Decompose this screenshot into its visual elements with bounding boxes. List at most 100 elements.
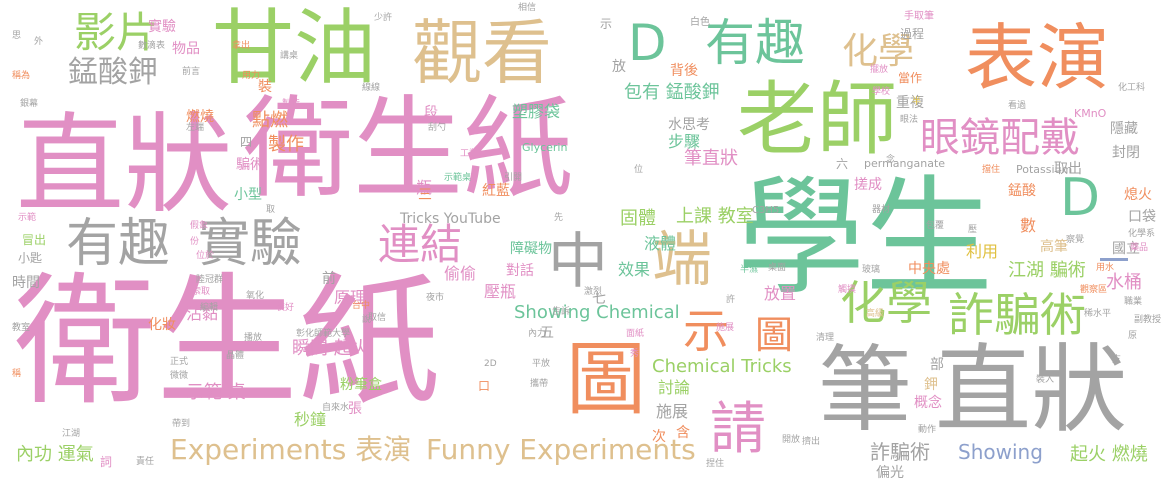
word: 內力 <box>528 329 547 339</box>
word: 含 <box>676 425 690 441</box>
word: 相信 <box>518 3 537 13</box>
word: 示範 桌 <box>186 382 246 403</box>
word: 教室 <box>12 323 31 333</box>
word: 放置 <box>764 284 797 303</box>
word: 編輯 <box>200 303 219 313</box>
word: 施展 <box>656 402 689 421</box>
word: permanganate <box>864 157 946 170</box>
word: 衛生紙 <box>243 85 573 213</box>
word: 步驟 <box>668 132 701 151</box>
word: 障礙物 <box>510 241 552 257</box>
word: 平放 <box>532 359 551 369</box>
word: 圖 <box>755 313 794 357</box>
word: 上課 教室 <box>676 206 754 227</box>
word: 原理 <box>334 288 367 307</box>
word: 取信 <box>368 313 387 323</box>
word: D <box>628 14 667 72</box>
word: 三 <box>418 187 432 203</box>
word: 背後 <box>670 63 698 79</box>
word: 詐騙術 <box>948 288 1086 342</box>
word: 放 <box>612 59 626 75</box>
word: 帶到 <box>172 419 191 429</box>
word: 化妝 <box>148 317 176 333</box>
word: 影片 <box>74 8 159 57</box>
word: 引開 <box>504 173 523 183</box>
word: 偏光 <box>876 465 904 481</box>
word: 眼鏡配戴 <box>920 115 1080 161</box>
word: 化學 <box>840 276 932 330</box>
word: 觀察區 <box>1080 285 1108 295</box>
word: 搓成 <box>854 177 882 193</box>
word: 左端 <box>186 123 205 133</box>
word: 責任 <box>136 457 155 467</box>
word: 擺放 <box>870 65 889 75</box>
word: 玻璃 <box>862 265 881 275</box>
word: 壓 <box>968 225 978 235</box>
word: 封閉 <box>1112 145 1140 161</box>
word: D <box>1060 168 1101 228</box>
word: 化工科 <box>1118 83 1146 93</box>
word: 直狀 <box>16 103 233 228</box>
word: 對話 <box>506 263 534 279</box>
word: 副教授 <box>1134 315 1162 325</box>
word: 外 <box>34 37 44 47</box>
word: 瞬間 起火 <box>292 338 370 359</box>
word: 化學 <box>842 31 915 72</box>
word: 液體 <box>644 234 677 253</box>
word: Glycerin <box>522 141 568 154</box>
word: 前 <box>322 271 336 287</box>
word: 效果 <box>618 260 651 279</box>
word: 彰化師範大學 <box>296 329 351 339</box>
word: 實驗 <box>198 214 303 274</box>
word: 實驗 <box>148 19 176 35</box>
word: 說 <box>362 315 372 325</box>
word: 重複 <box>896 95 924 111</box>
word: 衛生紙 <box>14 260 440 425</box>
word: 鉀 <box>924 377 938 393</box>
word: 國立 <box>1112 241 1140 257</box>
word: 塑膠袋 <box>512 102 561 121</box>
word: 講桌 <box>280 51 299 61</box>
word: 六 <box>836 157 849 171</box>
word: 水桶 <box>1106 272 1142 293</box>
word: 氧化 <box>246 291 265 301</box>
word: 五 <box>540 325 554 341</box>
word: 索取 <box>192 287 211 297</box>
word: 水思考 <box>668 117 710 133</box>
word: 學生 <box>737 164 994 313</box>
word: 老師 <box>737 73 897 166</box>
word: 段 <box>424 105 438 121</box>
word: 用力 <box>242 71 261 81</box>
word: 示 <box>683 304 729 358</box>
word: 示範 <box>18 213 37 223</box>
word: 裝好 <box>276 303 295 313</box>
word: Showing Chemical <box>514 302 680 323</box>
word: 有趣 <box>705 14 805 72</box>
word: 點燃 <box>252 110 288 131</box>
word: 觀看 <box>412 12 552 94</box>
word: 起火 燃燒 <box>1070 444 1148 465</box>
word: 數 <box>1020 216 1037 235</box>
word: 有趣 <box>66 214 171 274</box>
word: 連結 <box>378 220 463 269</box>
word: 瓶 <box>416 178 433 197</box>
word: 數滴表 <box>138 41 166 51</box>
word: 位 <box>634 165 644 175</box>
word: Funny Experiments <box>426 433 696 466</box>
word: 騙術 <box>236 157 264 173</box>
word: 熄火 <box>1124 187 1152 203</box>
word: 開放 <box>782 435 801 445</box>
word: 取出 <box>1054 161 1082 177</box>
word: 壓瓶 <box>484 282 517 301</box>
word: 捏住 <box>706 459 725 469</box>
word: Tricks YouTube <box>400 211 501 227</box>
word: 製造 <box>282 99 301 109</box>
word: 圖 <box>566 333 646 426</box>
word: 粉筆盒 <box>340 377 382 393</box>
word: 面紙 <box>626 329 645 339</box>
word: 秒鐘 <box>294 410 327 429</box>
word: 藥品 <box>1130 243 1149 253</box>
word: 當作 <box>898 71 923 85</box>
word: 包有 錳酸鉀 <box>624 82 720 103</box>
